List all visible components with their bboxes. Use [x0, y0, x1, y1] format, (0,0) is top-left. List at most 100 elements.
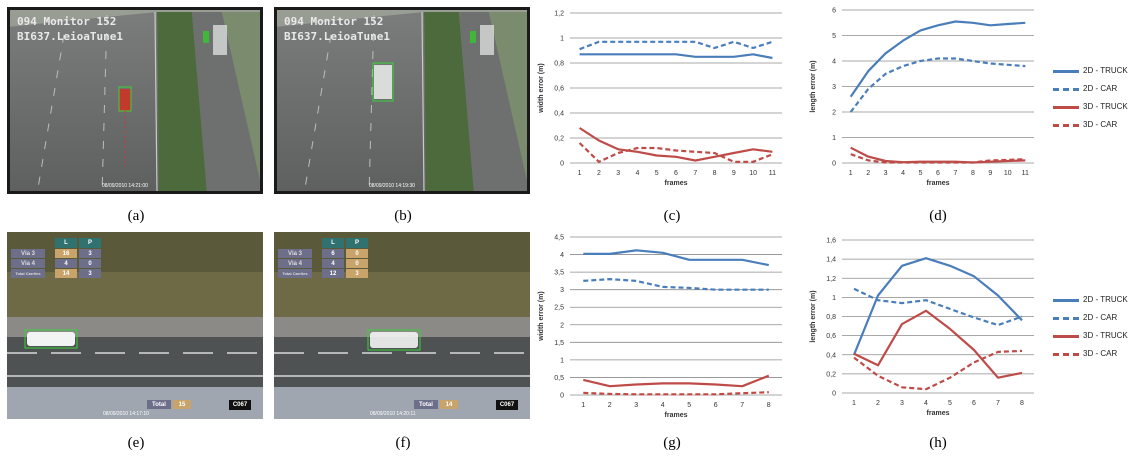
osd-subtitle: BI637.LeioaTune1 [17, 30, 123, 43]
sign-row-p: 3 [346, 269, 368, 278]
x-tick-label-d: 11 [1022, 170, 1029, 177]
road-scene-e [7, 232, 263, 419]
y-tick-label-d: 2 [832, 110, 836, 117]
road-scene-f [274, 232, 530, 419]
photo-a: 094 Monitor 152 BI637.LeioaTune1 08/09/2… [7, 7, 263, 194]
sign-row-l: 6 [322, 249, 344, 258]
x-axis-label-c: frames [665, 180, 688, 187]
legend-label: 3D - TRUCK [1083, 102, 1128, 111]
footer-total-label: Total [414, 400, 438, 409]
osd-timestamp: 08/09/2010 14:17:10 [103, 411, 149, 417]
x-tick-label-g: 1 [581, 402, 585, 409]
sign-row-p: 0 [346, 249, 368, 258]
y-tick-label-h: 0,2 [826, 371, 836, 378]
x-tick-label-g: 3 [634, 402, 638, 409]
x-tick-label-h: 2 [876, 400, 880, 407]
y-tick-label-g: 4,5 [554, 235, 564, 242]
legend-item: 3D - TRUCK [1053, 330, 1147, 342]
legend-label: 2D - CAR [1083, 84, 1118, 93]
series-line-3d-car-c [578, 142, 773, 163]
y-tick-label-c: 0,6 [554, 86, 564, 93]
photo-e: L P Via 3 16 3 Via 4 4 0 Total Carriles … [7, 232, 263, 419]
x-tick-label-c: 3 [616, 170, 620, 177]
y-tick-label-d: 3 [832, 84, 836, 91]
legend-label: 3D - TRUCK [1083, 331, 1128, 340]
y-tick-label-g: 0,5 [554, 375, 564, 382]
y-tick-label-h: 0,8 [826, 314, 836, 321]
series-line-3d-car-h [853, 349, 1023, 391]
footer-total-label: Total [147, 400, 171, 409]
sign-header-p: P [79, 238, 101, 248]
y-tick-label-d: 5 [832, 33, 836, 40]
y-tick-label-g: 4 [560, 252, 564, 259]
legend-swatch [1053, 335, 1079, 338]
y-tick-label-d: 0 [832, 161, 836, 168]
series-line-3d-truck-c [579, 127, 773, 162]
series-line-2d-truck-c [579, 53, 773, 60]
series-line-2d-car-g [583, 278, 769, 291]
y-tick-label-g: 1 [560, 357, 564, 364]
legend-item: 2D - CAR [1053, 312, 1147, 324]
sign-row-l: 4 [55, 259, 77, 268]
x-tick-label-g: 6 [714, 402, 718, 409]
y-tick-label-h: 0 [832, 391, 836, 398]
caption-c: (c) [663, 208, 681, 224]
caption-e: (e) [127, 435, 145, 451]
x-tick-label-d: 1 [849, 170, 853, 177]
x-tick-label-c: 9 [732, 170, 736, 177]
sign-row-p: 0 [79, 259, 101, 268]
y-tick-label-h: 1,6 [826, 238, 836, 245]
sign-row-l: 16 [55, 249, 77, 258]
sign-header-l: L [322, 238, 344, 248]
osd-subtitle: BI637.LeioaTune1 [284, 30, 390, 43]
y-tick-label-h: 1,4 [826, 257, 836, 264]
y-tick-label-h: 0,6 [826, 333, 836, 340]
y-axis-label-h: length error (m) [810, 290, 817, 342]
series-line-3d-truck-h [853, 309, 1023, 379]
sign-row-l: 4 [322, 259, 344, 268]
legend-swatch [1053, 88, 1079, 91]
x-tick-label-h: 3 [900, 400, 904, 407]
caption-g: (g) [663, 435, 681, 451]
osd-title: 094 Monitor 152 [17, 15, 117, 28]
sign-row-p: 3 [79, 269, 101, 278]
legend-swatch [1053, 70, 1079, 73]
series-line-3d-truck-d [850, 146, 1026, 164]
sign-row-p: 3 [79, 249, 101, 258]
y-tick-label-d: 6 [832, 8, 836, 15]
footer-total-value: 15 [173, 400, 191, 409]
x-tick-label-d: 6 [936, 170, 940, 177]
legend-swatch [1053, 317, 1079, 320]
legend-label: 3D - CAR [1083, 349, 1118, 358]
series-line-2d-car-d [849, 57, 1026, 113]
sign-row-l: 12 [322, 269, 344, 278]
legend-item: 2D - TRUCK [1053, 294, 1147, 306]
x-tick-label-c: 6 [674, 170, 678, 177]
osd-title: 094 Monitor 152 [284, 15, 384, 28]
x-tick-label-h: 8 [1020, 400, 1024, 407]
y-tick-label-c: 0,4 [554, 111, 564, 118]
series-line-3d-car-d [850, 153, 1026, 164]
highway-scene-b [274, 7, 530, 194]
x-tick-label-d: 5 [919, 170, 923, 177]
x-tick-label-d: 7 [954, 170, 958, 177]
y-axis-label-d: length error (m) [810, 60, 817, 112]
x-tick-label-h: 5 [948, 400, 952, 407]
x-tick-label-d: 4 [901, 170, 905, 177]
x-tick-label-g: 5 [687, 402, 691, 409]
sign-row-label: Total Carriles [278, 269, 312, 278]
legend-item: 3D - TRUCK [1053, 101, 1147, 113]
series-line-2d-truck-h [852, 257, 1023, 356]
x-tick-label-c: 2 [597, 170, 601, 177]
legend-item: 2D - TRUCK [1053, 65, 1147, 77]
y-tick-label-g: 3 [560, 287, 564, 294]
y-tick-label-g: 1,5 [554, 340, 564, 347]
y-tick-label-h: 1 [832, 295, 836, 302]
sign-row-label: Total Carriles [11, 269, 45, 278]
camera-label: C067 [496, 400, 518, 410]
camera-label: C067 [229, 400, 251, 410]
x-tick-label-h: 7 [996, 400, 1000, 407]
x-tick-label-d: 2 [866, 170, 870, 177]
legend-item: 3D - CAR [1053, 348, 1147, 360]
